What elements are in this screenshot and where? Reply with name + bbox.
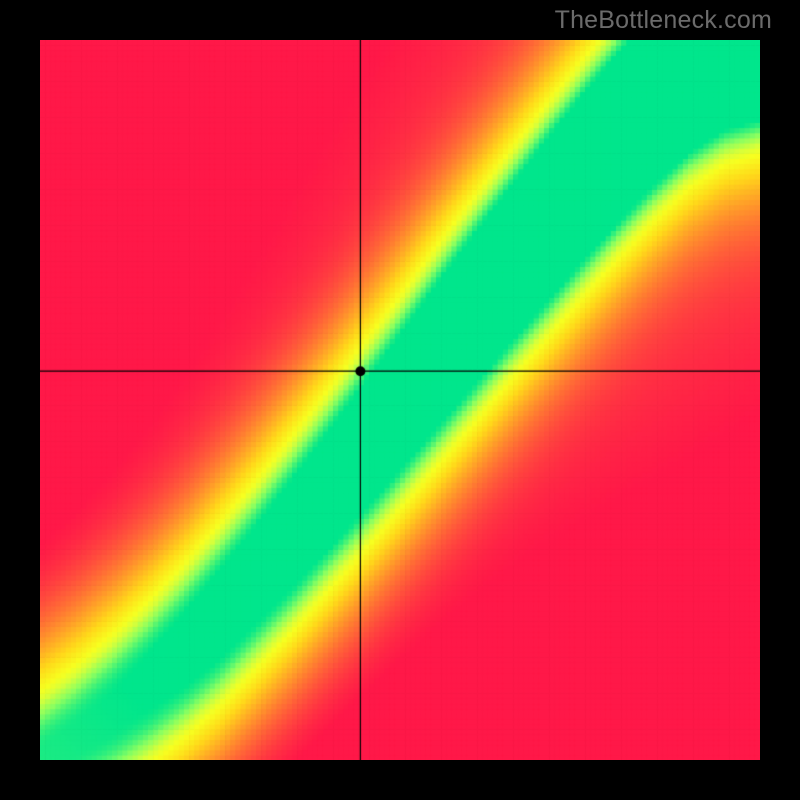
- chart-container: TheBottleneck.com: [0, 0, 800, 800]
- watermark-text: TheBottleneck.com: [555, 6, 772, 35]
- bottleneck-heatmap: [40, 40, 760, 760]
